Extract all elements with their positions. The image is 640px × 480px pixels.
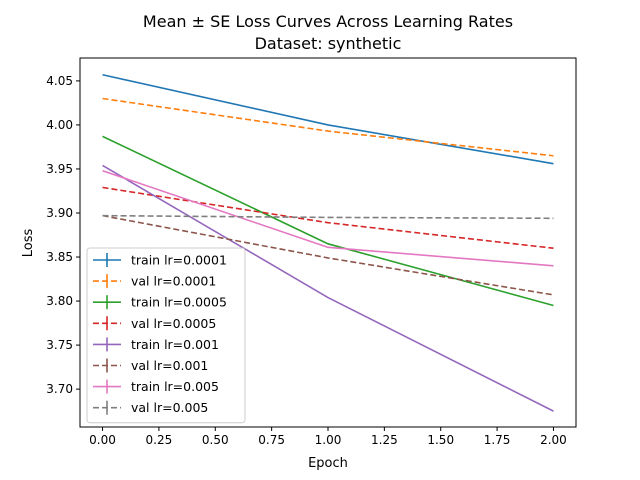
x-tick-label: 1.00 bbox=[315, 433, 342, 447]
x-axis-label: Epoch bbox=[308, 456, 348, 471]
y-tick-label: 3.85 bbox=[46, 250, 73, 264]
legend-entry-label: train lr=0.0001 bbox=[131, 253, 227, 268]
y-tick-label: 4.00 bbox=[46, 118, 73, 132]
chart-title: Mean ± SE Loss Curves Across Learning Ra… bbox=[143, 12, 513, 31]
y-tick-label: 3.90 bbox=[46, 206, 73, 220]
legend-entry-label: val lr=0.001 bbox=[131, 358, 208, 373]
x-tick-label: 1.25 bbox=[371, 433, 398, 447]
x-tick-label: 1.50 bbox=[427, 433, 454, 447]
legend-entry-label: train lr=0.001 bbox=[131, 337, 219, 352]
x-axis-ticks: 0.00 0.25 0.50 0.75 1.00 1.25 1.50 1.75 2.00 bbox=[89, 427, 567, 447]
legend-box bbox=[86, 247, 246, 424]
x-tick-label: 2.00 bbox=[540, 433, 567, 447]
x-tick-label: 0.25 bbox=[146, 433, 173, 447]
legend-entry-label: train lr=0.005 bbox=[131, 379, 219, 394]
x-tick-label: 1.75 bbox=[484, 433, 511, 447]
legend: train lr=0.0001 val lr=0.0001 train lr=0.0… bbox=[86, 247, 246, 424]
series-line-train-lr-0-001 bbox=[102, 164, 554, 412]
x-tick-label: 0.50 bbox=[202, 433, 229, 447]
series-line-train-lr-0-0005 bbox=[102, 135, 554, 307]
series-lines bbox=[102, 73, 554, 412]
y-axis-ticks: 3.70 3.75 3.80 3.85 3.90 3.95 4.00 4.05 bbox=[46, 74, 80, 396]
chart-subtitle: Dataset: synthetic bbox=[255, 34, 402, 53]
y-axis-label: Loss bbox=[21, 229, 36, 258]
series-line-val-lr-0-005 bbox=[102, 214, 554, 220]
y-tick-label: 3.80 bbox=[46, 294, 73, 308]
legend-entry-label: val lr=0.0005 bbox=[131, 316, 216, 331]
y-tick-label: 3.95 bbox=[46, 162, 73, 176]
legend-entry-label: val lr=0.005 bbox=[131, 400, 208, 415]
series-line-val-lr-0-0001 bbox=[102, 97, 554, 157]
series-line-train-lr-0-005 bbox=[102, 169, 554, 267]
legend-entry-label: val lr=0.0001 bbox=[131, 274, 216, 289]
legend-entry-label: train lr=0.0005 bbox=[131, 295, 227, 310]
x-tick-label: 0.00 bbox=[89, 433, 116, 447]
y-tick-label: 4.05 bbox=[46, 74, 73, 88]
y-tick-label: 3.75 bbox=[46, 338, 73, 352]
series-line-val-lr-0-001 bbox=[102, 214, 554, 296]
series-line-train-lr-0-0001 bbox=[102, 73, 554, 165]
y-tick-label: 3.70 bbox=[46, 382, 73, 396]
x-tick-label: 0.75 bbox=[258, 433, 285, 447]
series-line-val-lr-0-0005 bbox=[102, 186, 554, 250]
